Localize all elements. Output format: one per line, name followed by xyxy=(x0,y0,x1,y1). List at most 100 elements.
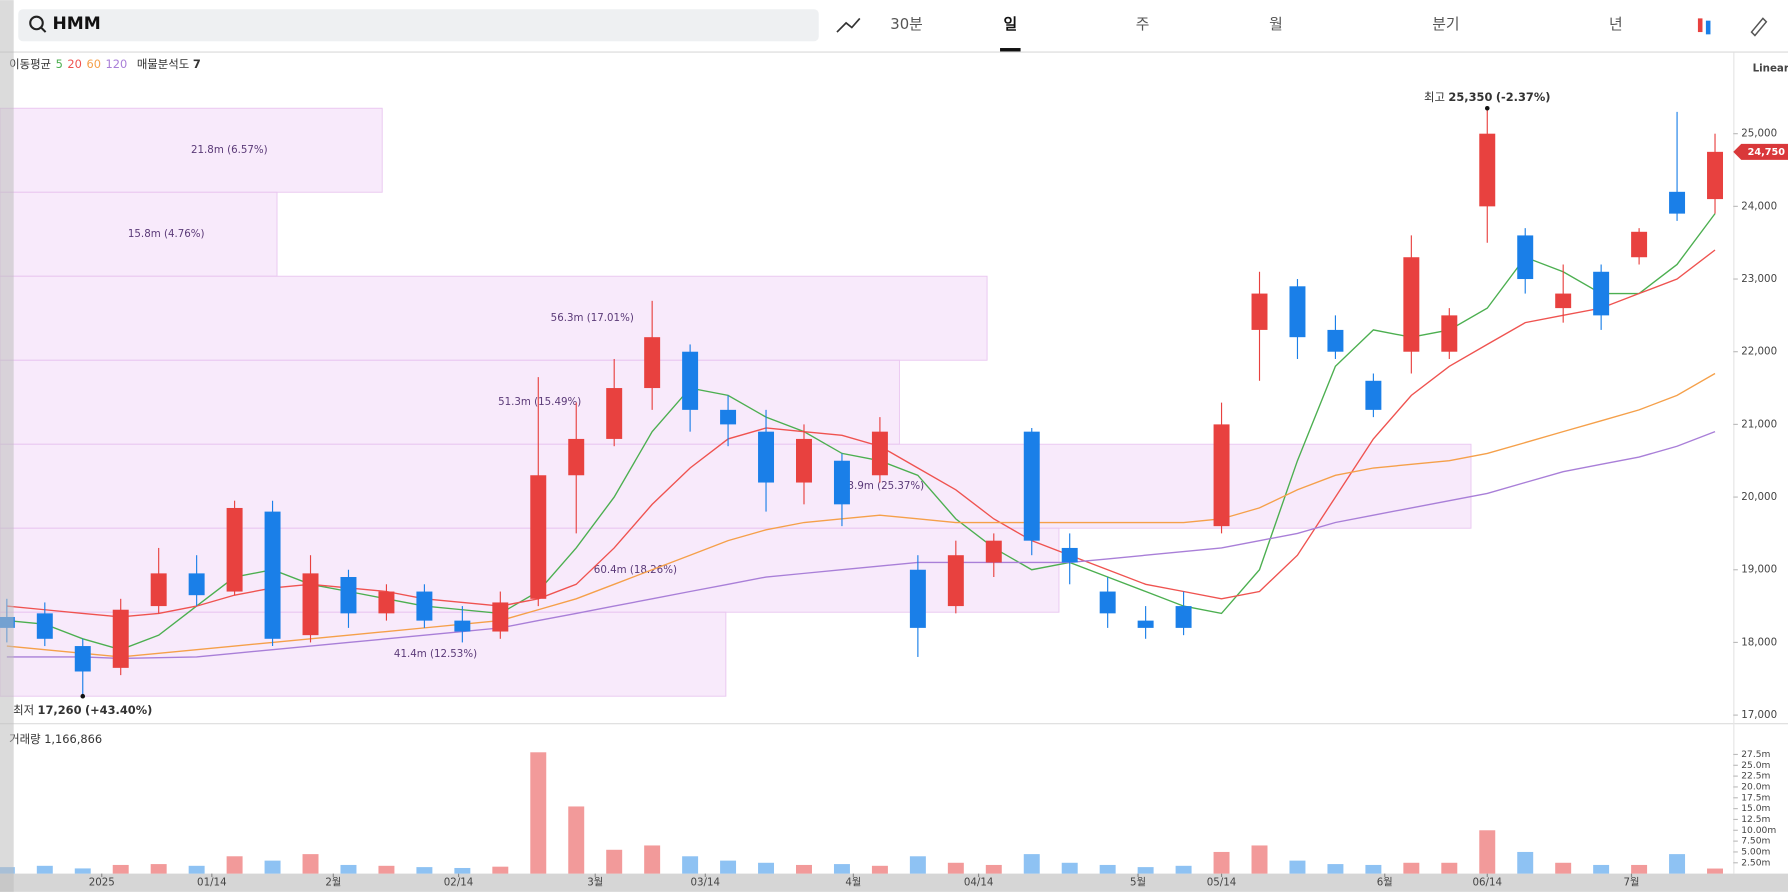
volume-bar xyxy=(1289,860,1306,874)
volume-bar xyxy=(1593,864,1610,874)
vp-legend[interactable]: 매물분석도 7 xyxy=(137,56,201,70)
candle-body xyxy=(340,577,357,614)
volume-tick-label: 10.00m xyxy=(1741,826,1776,836)
volume-tick-label: 20.0m xyxy=(1741,782,1770,792)
volume-profile-label: 21.8m (6.57%) xyxy=(191,144,268,156)
y-tick-label: 20,000 xyxy=(1741,491,1777,503)
search-icon[interactable] xyxy=(29,15,44,31)
volume-bar xyxy=(36,865,53,874)
low-change: (+43.40%) xyxy=(85,702,152,716)
volume-profile-bar xyxy=(0,275,988,361)
volume-bar xyxy=(226,856,243,874)
moving-average xyxy=(6,213,1716,651)
volume-bar xyxy=(758,862,775,874)
candle-body xyxy=(1555,293,1572,309)
volume-profile-label: 56.3m (17.01%) xyxy=(551,312,634,324)
y-tick-label: 18,000 xyxy=(1741,636,1777,648)
volume-profile-label: 41.4m (12.53%) xyxy=(394,648,477,660)
volume-bar xyxy=(1327,864,1344,874)
candle-body xyxy=(568,438,585,476)
indicator-icon[interactable] xyxy=(836,17,861,33)
volume-legend: 거래량 1,166,866 xyxy=(9,732,102,746)
volume-bar xyxy=(188,865,205,874)
candle-body xyxy=(454,620,471,632)
moving-average xyxy=(6,430,1716,660)
y-tick-label: 17,000 xyxy=(1741,709,1777,721)
volume-bar xyxy=(833,864,850,874)
high-title: 최고 xyxy=(1424,89,1445,103)
candle-body xyxy=(871,431,888,476)
candle-body xyxy=(682,351,699,410)
volume-bar xyxy=(1403,862,1420,874)
moving-average xyxy=(6,249,1716,618)
interval-tab[interactable]: 일 xyxy=(1003,16,1017,33)
volume-bar xyxy=(74,868,91,874)
volume-bar xyxy=(1175,865,1192,874)
volume-tick-label: 12.5m xyxy=(1741,815,1770,825)
volume-bar xyxy=(454,867,471,874)
interval-tab[interactable]: 년 xyxy=(1609,16,1623,33)
frame-left xyxy=(0,0,14,892)
interval-tabs: 30분 일 주 월 분기 년 xyxy=(890,16,1623,52)
interval-tab[interactable]: 30분 xyxy=(890,16,922,33)
volume-bar xyxy=(264,860,281,874)
candle-body xyxy=(720,409,737,425)
ma-legend[interactable]: 이동평균 5 20 60 120 xyxy=(9,56,127,70)
volume-bar xyxy=(1023,854,1040,874)
search-icon-handle xyxy=(40,26,47,33)
moving-average xyxy=(6,372,1716,658)
x-tick-label: 2월 xyxy=(325,877,341,889)
candle-body xyxy=(758,431,775,483)
chart-type-icon[interactable] xyxy=(1697,18,1711,35)
low-marker xyxy=(80,693,86,699)
x-tick-label: 04/14 xyxy=(964,877,994,889)
candle-body xyxy=(1479,133,1496,207)
x-tick-label: 03/14 xyxy=(691,877,721,889)
volume-bar xyxy=(1669,854,1686,874)
volume-bar xyxy=(302,854,319,874)
scale-label[interactable]: Linear xyxy=(1753,63,1788,75)
icon-part xyxy=(1705,20,1711,35)
interval-tab[interactable]: 주 xyxy=(1136,16,1150,33)
search-text[interactable]: HMM xyxy=(52,14,100,34)
y-tick-label: 24,000 xyxy=(1741,200,1777,212)
interval-tab[interactable]: 월 xyxy=(1269,16,1283,33)
volume-profile-label: 60.4m (18.26%) xyxy=(594,564,677,576)
x-tick-label: 02/14 xyxy=(444,877,474,889)
volume-bar xyxy=(416,867,433,874)
candle-body xyxy=(1061,547,1078,563)
high-value: 25,350 xyxy=(1448,89,1492,103)
price-plot: 21.8m (6.57%) 15.8m (4.76%) 56.3m (17.01%)… xyxy=(0,89,1788,889)
candle-body xyxy=(1441,315,1458,352)
volume-bar xyxy=(568,806,585,874)
candle-body xyxy=(1327,329,1344,352)
candle-body xyxy=(1631,231,1648,258)
y-tick-label: 21,000 xyxy=(1741,418,1777,430)
volume-bar xyxy=(340,864,357,874)
candle-body xyxy=(1137,620,1154,628)
volume-bar xyxy=(947,862,964,874)
candle-body xyxy=(1517,235,1534,280)
search-box[interactable] xyxy=(18,9,819,42)
high-annotation: 최고 25,350 (-2.37%) xyxy=(1424,89,1550,103)
volume-profile-bar xyxy=(0,527,1060,613)
draw-icon[interactable] xyxy=(1750,17,1768,37)
candle-body xyxy=(1175,606,1192,628)
candle-body xyxy=(1289,286,1306,338)
volume-bar xyxy=(492,866,509,874)
low-value: 17,260 xyxy=(38,702,82,716)
candle-body xyxy=(302,573,319,636)
time-axis-band xyxy=(0,873,1788,892)
volume-profile-bar xyxy=(0,191,278,277)
candle-body xyxy=(1213,424,1230,527)
candle-body xyxy=(1669,191,1686,214)
low-title: 최저 xyxy=(13,702,34,716)
candle-body xyxy=(1403,257,1420,352)
candle-body xyxy=(378,591,395,614)
interval-tab[interactable]: 분기 xyxy=(1432,16,1459,33)
volume-bar xyxy=(644,845,661,874)
volume-bar xyxy=(112,864,129,874)
ma-name: 60 xyxy=(86,56,100,70)
volume-bar xyxy=(530,752,547,874)
candle-body xyxy=(150,573,167,607)
